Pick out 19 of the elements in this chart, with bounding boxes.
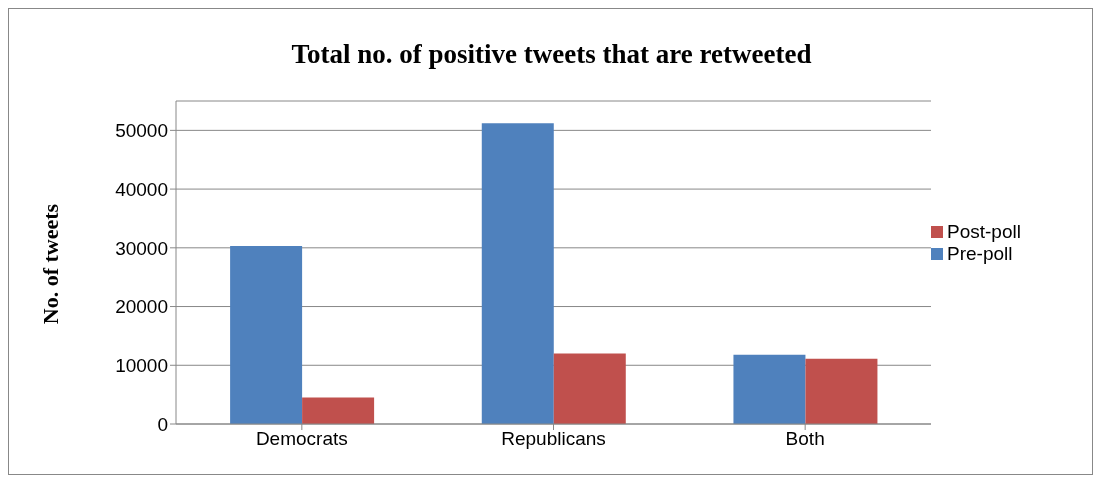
y-tick-label: 20000: [115, 296, 168, 318]
y-axis-title: No. of tweets: [38, 203, 64, 325]
y-tick-label: 30000: [115, 237, 168, 259]
x-tick-label: Democrats: [255, 428, 348, 450]
y-tick-label: 0: [157, 413, 168, 435]
legend-label: Post-poll: [947, 220, 1021, 242]
x-tick-label: Both: [785, 428, 825, 450]
y-tick-label: 10000: [115, 355, 168, 377]
x-tick-label: Republicans: [501, 428, 606, 450]
chart-title: Total no. of positive tweets that are retweeted: [290, 39, 813, 70]
bar: [553, 353, 626, 424]
bar: [805, 358, 878, 424]
bar: [302, 397, 375, 424]
legend-label: Pre-poll: [947, 242, 1013, 264]
y-tick-label: 50000: [115, 120, 168, 142]
bar: [481, 123, 554, 424]
bar: [230, 246, 303, 424]
bar: [733, 354, 806, 424]
y-tick-label: 40000: [115, 178, 168, 200]
